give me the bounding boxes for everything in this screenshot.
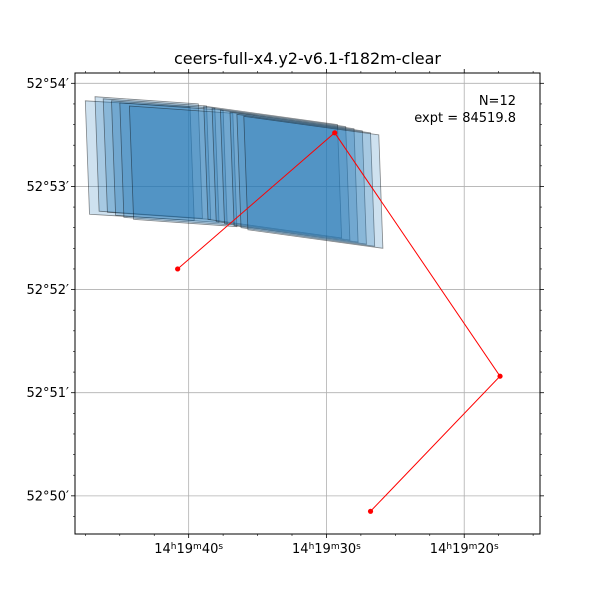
- annotation-exposure: expt = 84519.8: [414, 111, 516, 126]
- path-point: [497, 373, 503, 379]
- y-tick-label: 52°51′: [26, 386, 69, 401]
- footprint: [128, 105, 238, 228]
- annotation-count: N=12: [479, 94, 516, 109]
- pointing-path: [175, 130, 503, 514]
- footprint: [119, 102, 228, 226]
- plot-frame: [74, 72, 541, 535]
- y-tick-label: 52°53′: [26, 180, 69, 195]
- footprint: [243, 115, 384, 249]
- y-tick-label: 52°54′: [26, 77, 69, 92]
- footprint: [94, 96, 203, 219]
- chart-title: ceers-full-x4.y2-v6.1-f182m-clear: [174, 49, 441, 68]
- footprint: [84, 100, 195, 221]
- axes: 14h19m40s 14h19m30s 14h19m20s 52°50′ 52°51′ 5…: [26, 69, 544, 557]
- path-point: [367, 508, 374, 514]
- grid: [75, 73, 540, 534]
- path-line: [177, 132, 501, 512]
- y-tick-label: 52°50′: [26, 489, 69, 504]
- footprint: [236, 113, 376, 247]
- footprint: [203, 105, 343, 239]
- footprint: [219, 109, 359, 243]
- footprint: [211, 107, 351, 241]
- footprint: [111, 100, 220, 223]
- path-point: [332, 130, 338, 136]
- y-tick-label: 52°52′: [26, 283, 69, 298]
- x-tick-label: 14h19m40s: [154, 542, 223, 557]
- x-tick-label: 14h19m20s: [430, 542, 499, 557]
- footprint: [229, 111, 367, 245]
- x-tick-label: 14h19m30s: [292, 542, 361, 557]
- footprints: [84, 96, 384, 249]
- footprint: [102, 98, 212, 220]
- path-point: [175, 266, 181, 272]
